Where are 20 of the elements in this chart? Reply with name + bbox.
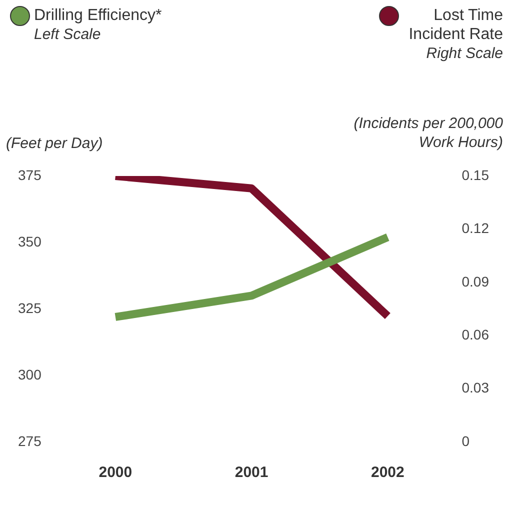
y-tick-label: 375	[18, 166, 42, 183]
y-tick-label: 275	[18, 432, 42, 449]
x-tick-label: 2002	[371, 464, 404, 482]
y-axis-title: (Feet per Day)	[6, 134, 103, 153]
x-tick-label: 2001	[234, 464, 268, 482]
text: Left Scale	[34, 25, 102, 44]
text: Right Scale	[425, 44, 503, 63]
y2-tick-label: 0.03	[462, 380, 490, 396]
y2-tick-label: 0.15	[462, 166, 490, 183]
y-tick-label: 350	[18, 233, 42, 250]
y2-tick-label: 0.06	[462, 326, 490, 342]
y-tick-label: 300	[18, 366, 42, 382]
legend-label: Lost Time Incident Rate	[408, 6, 503, 44]
y2-tick-label: 0	[462, 432, 470, 449]
y2-axis-title: (Incidents per 200,000 Work Hours)	[352, 114, 503, 152]
y2-tick-label: 0.12	[462, 220, 490, 236]
legend-label: Drilling Efficiency*	[34, 6, 162, 25]
y2-tick-label: 0.09	[462, 273, 490, 290]
x-tick-label: 2000	[98, 464, 132, 482]
y-tick-label: 325	[18, 300, 42, 316]
